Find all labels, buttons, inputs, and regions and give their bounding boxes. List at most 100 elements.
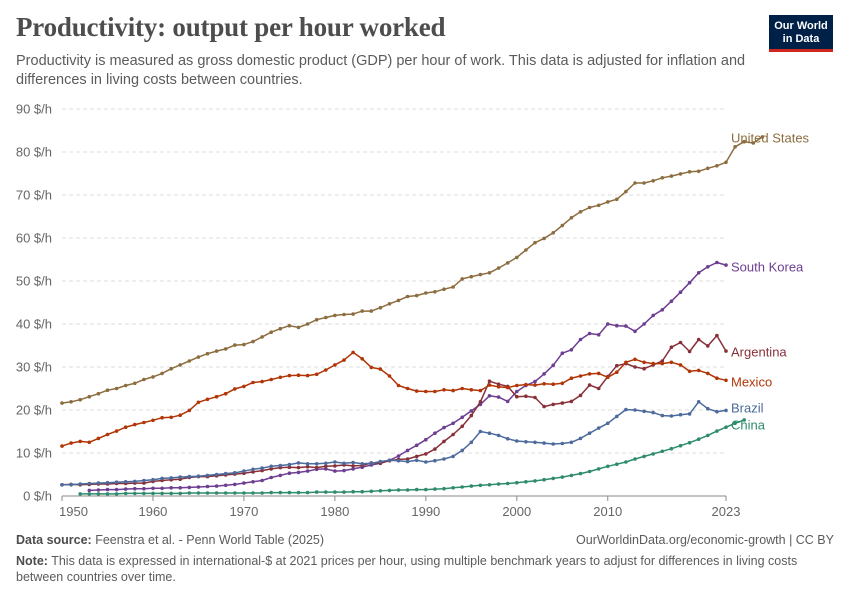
data-point: [169, 366, 173, 371]
data-point: [760, 135, 765, 139]
data-point: [342, 490, 346, 494]
data-point: [114, 480, 119, 485]
data-point: [487, 431, 492, 436]
data-point: [205, 397, 210, 402]
data-point: [424, 291, 428, 295]
source-url[interactable]: OurWorldinData.org/economic-growth | CC …: [576, 533, 834, 547]
data-point: [187, 474, 192, 479]
data-point: [569, 376, 574, 381]
data-point: [533, 383, 537, 387]
data-point: [387, 302, 392, 306]
data-point: [414, 454, 419, 459]
data-point: [633, 181, 637, 185]
data-point: [187, 485, 192, 490]
data-point: [233, 491, 237, 495]
data-point: [260, 468, 264, 473]
data-point: [351, 467, 355, 471]
data-point: [660, 361, 665, 366]
data-point: [87, 492, 92, 496]
data-point: [715, 164, 719, 168]
data-point: [78, 482, 82, 486]
data-point: [633, 329, 637, 334]
data-point: [142, 491, 146, 496]
data-point: [342, 358, 346, 362]
data-point: [706, 265, 710, 269]
data-point: [678, 363, 683, 367]
data-point: [524, 248, 528, 252]
data-point: [469, 409, 474, 413]
data-point: [78, 492, 82, 496]
data-source-text[interactable]: Feenstra et al. - Penn World Table (2025…: [95, 533, 325, 547]
data-point: [351, 464, 355, 468]
series-label: Mexico: [731, 375, 772, 390]
data-point: [733, 421, 737, 426]
data-point: [660, 308, 665, 312]
data-point: [69, 400, 73, 404]
data-point: [160, 371, 164, 376]
data-point: [724, 378, 728, 383]
data-point: [615, 414, 619, 419]
data-point: [615, 462, 619, 467]
data-point: [715, 429, 719, 433]
data-point: [414, 389, 419, 393]
data-point: [715, 376, 719, 381]
data-point: [405, 448, 410, 453]
data-point: [169, 486, 173, 490]
data-point: [596, 371, 601, 376]
data-point: [151, 418, 155, 423]
data-point: [242, 384, 246, 389]
data-point: [642, 181, 646, 185]
data-point: [151, 477, 155, 482]
data-point: [678, 290, 683, 295]
data-point: [342, 461, 346, 466]
data-point: [396, 454, 401, 458]
data-point: [360, 489, 365, 494]
data-point: [314, 465, 319, 470]
data-point: [615, 197, 619, 202]
data-point: [624, 324, 628, 328]
data-point: [296, 325, 301, 330]
data-point: [287, 462, 292, 467]
data-point: [496, 266, 501, 270]
data-point: [451, 486, 455, 490]
data-point: [660, 449, 665, 454]
data-point: [551, 442, 555, 446]
data-point: [660, 176, 665, 180]
data-point: [724, 160, 728, 165]
data-point: [515, 394, 519, 399]
data-point: [278, 473, 283, 478]
data-point: [669, 299, 674, 304]
data-point: [433, 431, 437, 436]
x-tick-label: 2023: [712, 504, 741, 519]
data-point: [442, 439, 446, 444]
data-point: [624, 407, 628, 412]
data-point: [214, 472, 219, 477]
data-point: [524, 440, 528, 444]
data-point: [633, 457, 637, 461]
data-point: [578, 374, 583, 378]
data-point: [151, 491, 155, 496]
data-point: [233, 387, 237, 391]
data-point: [278, 490, 283, 495]
data-point: [515, 383, 519, 388]
data-point: [242, 481, 246, 485]
data-point: [587, 469, 592, 474]
data-point: [669, 360, 674, 365]
data-point: [142, 481, 146, 485]
owid-logo[interactable]: Our World in Data: [769, 15, 833, 52]
data-point: [469, 413, 474, 418]
data-point: [433, 290, 437, 294]
data-point: [142, 478, 146, 483]
data-point: [351, 312, 355, 316]
data-point: [87, 488, 92, 493]
data-point: [405, 294, 410, 299]
data-point: [515, 255, 519, 260]
data-point: [706, 406, 710, 411]
data-point: [642, 366, 646, 371]
data-point: [260, 491, 264, 495]
data-point: [524, 394, 528, 399]
data-point: [469, 388, 474, 392]
data-point: [96, 481, 101, 485]
data-point: [533, 479, 537, 483]
x-tick-label: 1990: [411, 504, 440, 519]
